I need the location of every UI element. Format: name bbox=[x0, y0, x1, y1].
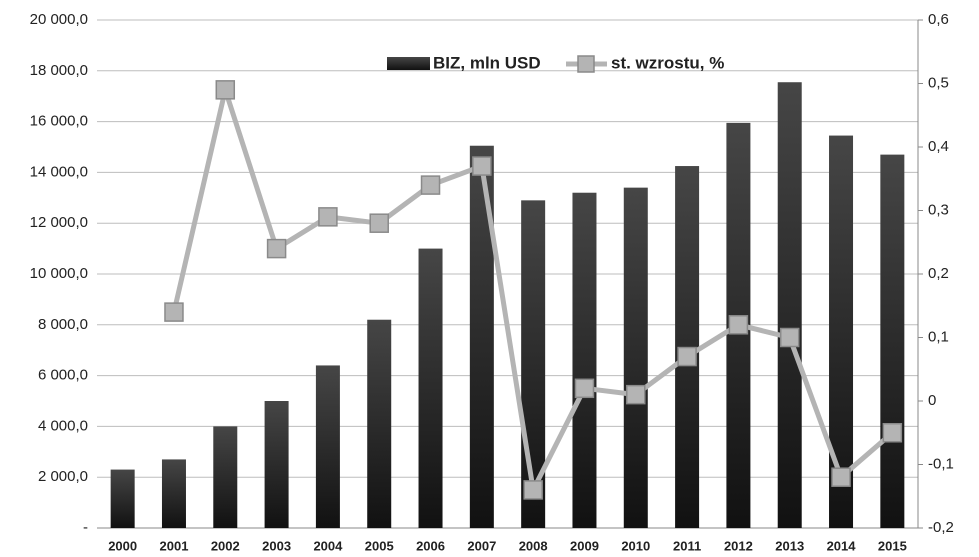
x-tick-label: 2006 bbox=[416, 538, 445, 553]
marker bbox=[677, 346, 697, 367]
bar bbox=[367, 319, 392, 528]
marker bbox=[215, 80, 236, 100]
x-tick-label: 2001 bbox=[160, 538, 189, 553]
marker bbox=[882, 423, 903, 443]
marker bbox=[164, 302, 184, 322]
bar bbox=[161, 459, 186, 528]
bar bbox=[315, 365, 340, 528]
y2-tick-label: -0,2 bbox=[928, 519, 954, 536]
legend-label: st. wzrostu, % bbox=[611, 53, 724, 72]
y2-tick-label: 0,5 bbox=[928, 74, 949, 91]
x-tick-label: 2015 bbox=[878, 538, 907, 553]
y-tick-label: 20 000,0 bbox=[30, 11, 88, 28]
marker bbox=[266, 238, 287, 259]
y-tick-label: 18 000,0 bbox=[30, 62, 88, 79]
x-tick-label: 2004 bbox=[313, 538, 343, 553]
bar bbox=[880, 154, 905, 528]
bar bbox=[623, 187, 648, 528]
marker bbox=[779, 327, 800, 348]
y2-tick-label: 0,1 bbox=[928, 328, 949, 345]
y2-tick-label: 0,6 bbox=[928, 11, 949, 28]
x-tick-label: 2002 bbox=[211, 538, 240, 553]
y2-tick-label: 0 bbox=[928, 392, 936, 409]
marker bbox=[369, 213, 389, 233]
x-tick-label: 2012 bbox=[724, 538, 753, 553]
y-tick-label: - bbox=[83, 519, 88, 536]
marker bbox=[574, 378, 595, 399]
bar bbox=[213, 426, 238, 528]
x-tick-label: 2008 bbox=[519, 538, 548, 553]
x-tick-label: 2010 bbox=[621, 538, 650, 553]
x-tick-label: 2009 bbox=[570, 538, 599, 553]
y2-tick-label: -0,1 bbox=[928, 455, 954, 472]
marker bbox=[472, 156, 492, 176]
bar bbox=[572, 192, 597, 528]
bar bbox=[469, 145, 494, 529]
bar bbox=[264, 401, 289, 528]
y2-tick-label: 0,4 bbox=[928, 138, 949, 155]
legend-label: BIZ, mln USD bbox=[433, 53, 541, 72]
y-tick-label: 6 000,0 bbox=[38, 367, 88, 384]
bar bbox=[418, 248, 443, 528]
y-tick-label: 8 000,0 bbox=[38, 316, 88, 333]
bar bbox=[777, 82, 802, 528]
bar bbox=[110, 469, 135, 528]
y-tick-label: 16 000,0 bbox=[30, 113, 88, 130]
y-tick-label: 12 000,0 bbox=[30, 214, 88, 231]
marker bbox=[523, 480, 543, 500]
legend-swatch bbox=[387, 57, 430, 70]
y-tick-label: 14 000,0 bbox=[30, 163, 88, 180]
y-tick-label: 10 000,0 bbox=[30, 265, 88, 282]
x-tick-label: 2003 bbox=[262, 538, 291, 553]
marker bbox=[831, 467, 851, 487]
marker bbox=[318, 207, 338, 227]
marker bbox=[626, 384, 646, 405]
legend-marker bbox=[577, 55, 595, 73]
x-tick-label: 2000 bbox=[108, 538, 137, 553]
y-tick-label: 4 000,0 bbox=[38, 417, 88, 434]
x-tick-label: 2005 bbox=[365, 538, 394, 553]
y-tick-label: 2 000,0 bbox=[38, 468, 88, 485]
x-tick-label: 2007 bbox=[467, 538, 496, 553]
x-tick-label: 2011 bbox=[673, 538, 701, 553]
marker bbox=[728, 315, 749, 335]
x-tick-label: 2013 bbox=[775, 538, 804, 553]
y2-tick-label: 0,2 bbox=[928, 265, 949, 282]
x-tick-label: 2014 bbox=[827, 538, 857, 553]
y2-tick-label: 0,3 bbox=[928, 201, 949, 218]
marker bbox=[420, 175, 441, 195]
